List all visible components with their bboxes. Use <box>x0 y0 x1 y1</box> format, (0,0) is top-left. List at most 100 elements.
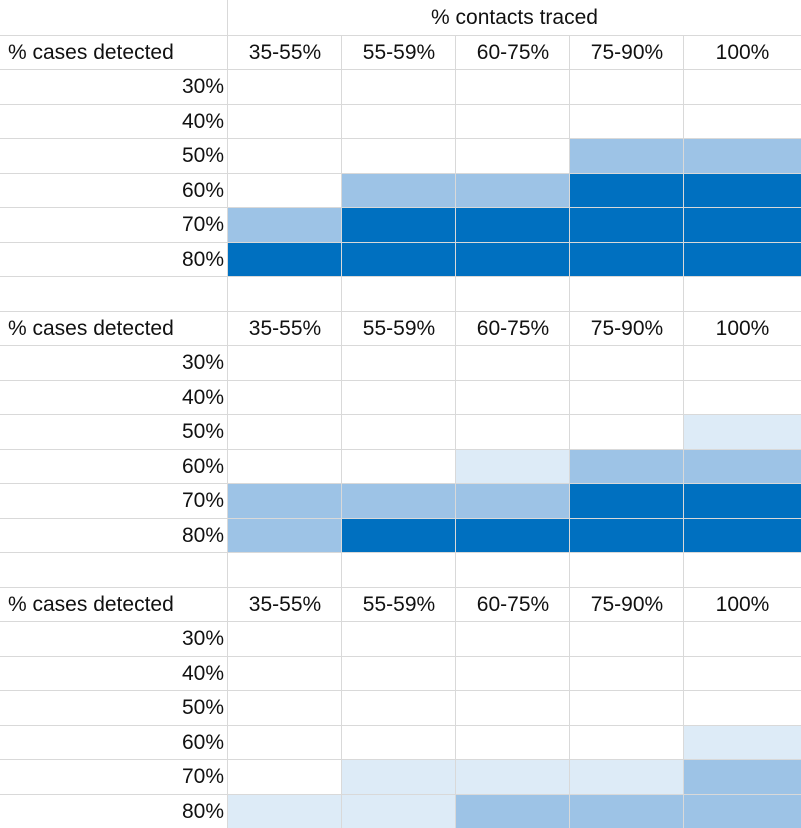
row-group-header: % cases detected <box>8 592 174 616</box>
heat-cell-t2-r6-c1 <box>228 518 342 552</box>
row-label: 80% <box>181 523 224 547</box>
gridline-horizontal <box>0 345 801 346</box>
row-label: 50% <box>181 420 224 443</box>
gridline-horizontal <box>0 759 801 760</box>
gridline-horizontal <box>0 518 801 519</box>
row-label: 30% <box>181 627 224 650</box>
gridline-horizontal <box>0 69 801 70</box>
gridline-horizontal <box>0 138 801 139</box>
row-label: 70% <box>181 213 224 236</box>
heat-cell-t1-r6-c2 <box>342 242 456 276</box>
column-label: 75-90% <box>590 316 664 340</box>
heat-cell-t1-r5-c3 <box>456 207 570 242</box>
column-label: 100% <box>715 316 770 340</box>
gridline-horizontal <box>0 483 801 484</box>
gridline-horizontal <box>0 621 801 622</box>
row-group-header: % cases detected <box>8 40 174 64</box>
heat-cell-t2-r5-c1 <box>228 483 342 518</box>
heat-cell-t1-r6-c1 <box>228 242 342 276</box>
heat-cell-t2-r5-c5 <box>684 483 801 518</box>
gridline-horizontal <box>0 552 801 553</box>
gridline-horizontal <box>0 690 801 691</box>
gridline-horizontal <box>0 587 801 588</box>
heat-cell-t1-r3-c4 <box>570 138 684 173</box>
gridline-horizontal <box>0 656 801 657</box>
heat-cell-t3-r5-c4 <box>570 759 684 794</box>
gridline-horizontal <box>0 104 801 105</box>
heat-cell-t2-r4-c4 <box>570 449 684 483</box>
heat-cell-t2-r6-c4 <box>570 518 684 552</box>
heat-cell-t1-r4-c5 <box>684 173 801 207</box>
column-label: 100% <box>715 592 770 616</box>
row-group-header: % cases detected <box>8 316 174 340</box>
gridline-horizontal <box>0 725 801 726</box>
row-label: 70% <box>181 489 224 512</box>
column-label: 35-55% <box>248 40 322 64</box>
heat-cell-t1-r4-c4 <box>570 173 684 207</box>
row-label: 40% <box>181 109 224 133</box>
column-label: 75-90% <box>590 592 664 616</box>
gridline-horizontal <box>0 449 801 450</box>
column-label: 60-75% <box>476 592 550 616</box>
row-label: 30% <box>181 351 224 374</box>
heat-cell-t2-r6-c3 <box>456 518 570 552</box>
gridline-horizontal <box>0 35 801 36</box>
row-label: 40% <box>181 661 224 685</box>
column-label: 35-55% <box>248 592 322 616</box>
column-label: 60-75% <box>476 40 550 64</box>
heat-cell-t2-r5-c3 <box>456 483 570 518</box>
heat-cell-t3-r5-c2 <box>342 759 456 794</box>
heat-cell-t3-r6-c2 <box>342 794 456 828</box>
heat-cell-t1-r5-c1 <box>228 207 342 242</box>
column-label: 35-55% <box>248 316 322 340</box>
column-label: 60-75% <box>476 316 550 340</box>
heat-cell-t3-r6-c1 <box>228 794 342 828</box>
row-label: 60% <box>181 454 224 478</box>
gridline-horizontal <box>0 414 801 415</box>
gridline-horizontal <box>0 173 801 174</box>
gridline-horizontal <box>0 794 801 795</box>
heat-cell-t1-r4-c3 <box>456 173 570 207</box>
heat-cell-t3-r5-c5 <box>684 759 801 794</box>
row-label: 80% <box>181 799 224 823</box>
gridline-horizontal <box>0 276 801 277</box>
heat-cell-t2-r5-c4 <box>570 483 684 518</box>
heat-cell-t1-r5-c4 <box>570 207 684 242</box>
heat-cell-t2-r4-c3 <box>456 449 570 483</box>
column-label: 100% <box>715 40 770 64</box>
column-label: 75-90% <box>590 40 664 64</box>
row-label: 50% <box>181 696 224 719</box>
column-label: 55-59% <box>362 592 436 616</box>
heat-cell-t1-r5-c5 <box>684 207 801 242</box>
row-label: 60% <box>181 730 224 754</box>
row-label: 30% <box>181 75 224 98</box>
gridline-horizontal <box>0 207 801 208</box>
gridline-horizontal <box>0 311 801 312</box>
heat-cell-t1-r6-c3 <box>456 242 570 276</box>
heat-cell-t1-r6-c5 <box>684 242 801 276</box>
heat-cell-t2-r5-c2 <box>342 483 456 518</box>
column-group-header: % contacts traced <box>228 0 801 35</box>
row-label: 70% <box>181 765 224 788</box>
heat-cell-t1-r6-c4 <box>570 242 684 276</box>
gridline-horizontal <box>0 380 801 381</box>
heat-cell-t3-r6-c5 <box>684 794 801 828</box>
gridline-horizontal <box>0 242 801 243</box>
row-label: 50% <box>181 144 224 167</box>
heat-cell-t1-r5-c2 <box>342 207 456 242</box>
column-label: 55-59% <box>362 40 436 64</box>
row-label: 80% <box>181 247 224 271</box>
heat-cell-t3-r5-c3 <box>456 759 570 794</box>
row-label: 40% <box>181 385 224 409</box>
heat-cell-t1-r3-c5 <box>684 138 801 173</box>
heat-cell-t3-r6-c3 <box>456 794 570 828</box>
row-label: 60% <box>181 178 224 202</box>
column-label: 55-59% <box>362 316 436 340</box>
heat-cell-t2-r4-c5 <box>684 449 801 483</box>
heat-cell-t2-r6-c5 <box>684 518 801 552</box>
heat-cell-t2-r6-c2 <box>342 518 456 552</box>
heat-cell-t3-r4-c5 <box>684 725 801 759</box>
heat-cell-t3-r6-c4 <box>570 794 684 828</box>
heat-cell-t2-r3-c5 <box>684 414 801 449</box>
heat-cell-t1-r4-c2 <box>342 173 456 207</box>
